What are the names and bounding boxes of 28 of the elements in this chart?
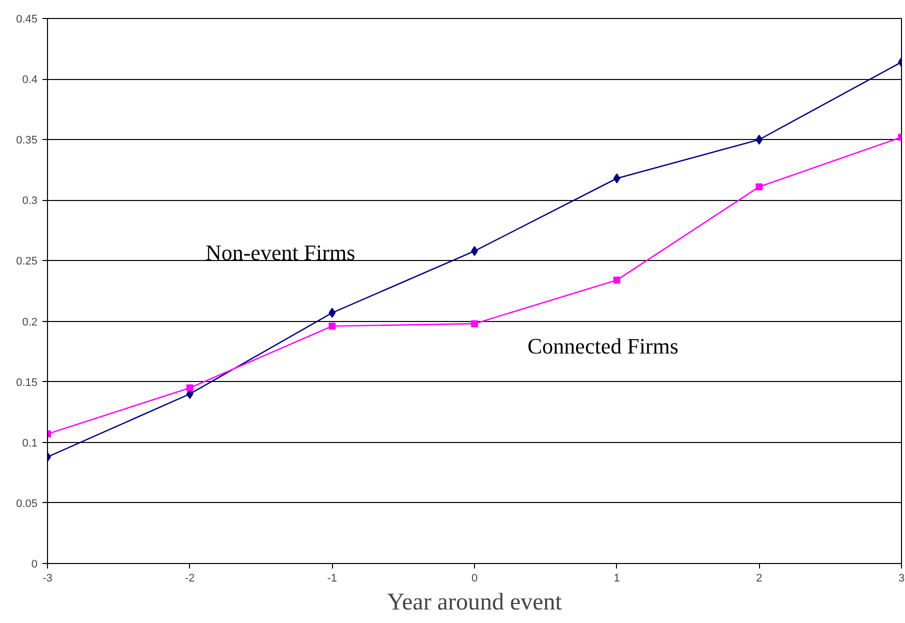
series-label: Connected Firms — [528, 334, 678, 359]
x-tick-label: -2 — [184, 572, 195, 584]
point — [328, 322, 336, 330]
point — [471, 320, 478, 328]
y-tick-label: 0.35 — [16, 134, 38, 147]
x-tick-label: 1 — [614, 572, 620, 584]
y-tick-label: 0.4 — [22, 74, 38, 86]
x-tick-label: 2 — [756, 572, 762, 584]
point — [756, 183, 763, 190]
y-tick-label: 0.15 — [16, 376, 38, 389]
x-tick-label: -3 — [42, 572, 52, 584]
y-tick-label: 0 — [31, 558, 38, 570]
x-tick-label: -1 — [327, 572, 338, 584]
point — [328, 308, 336, 318]
point — [756, 134, 763, 145]
y-tick-label: 0.1 — [22, 437, 38, 450]
y-tick-label: 0.3 — [22, 195, 38, 208]
y-tick-label: 0.2 — [22, 316, 38, 328]
x-tick-label: 0 — [471, 572, 478, 584]
y-tick-label: 0.05 — [16, 498, 38, 510]
series-label: Non-event Firms — [205, 240, 356, 265]
point — [613, 276, 620, 284]
x-tick-label: 3 — [898, 572, 905, 584]
x-axis-title: Year around event — [387, 590, 562, 616]
y-tick-label: 0.45 — [16, 14, 38, 26]
point — [186, 384, 194, 392]
y-tick-label: 0.25 — [16, 256, 38, 268]
point — [613, 173, 620, 184]
